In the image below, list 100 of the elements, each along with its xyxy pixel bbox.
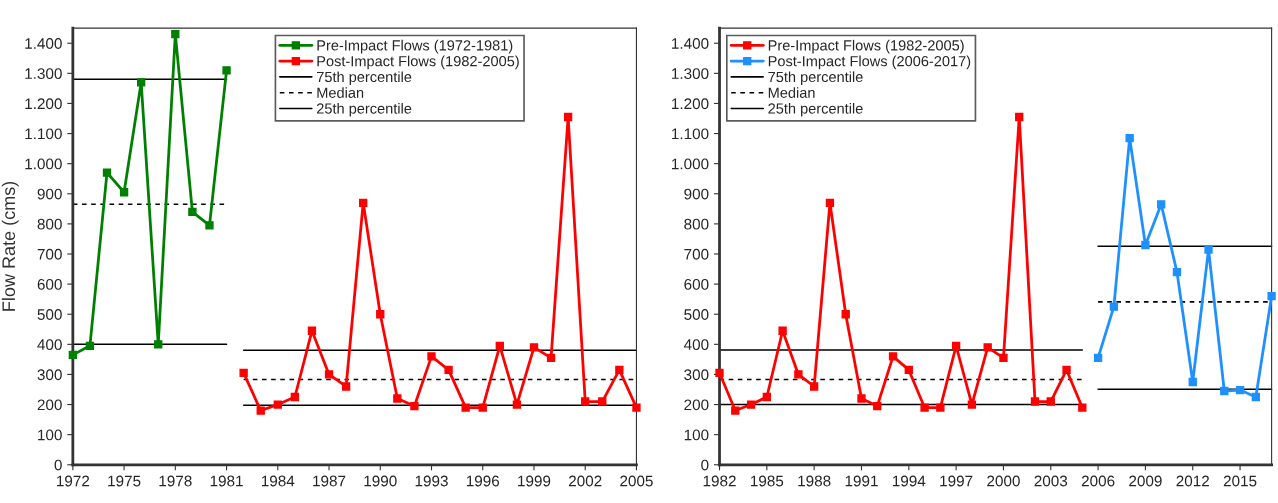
point [1030,397,1040,406]
point [1078,403,1087,412]
point [239,368,248,378]
point [598,397,607,406]
y-tick-label: 300 [684,369,709,381]
y-tick-label: 1.300 [25,68,62,80]
x-tick-label: 1993 [415,475,448,487]
y-tick-label: 200 [684,399,709,411]
point [68,350,78,360]
x-tick-label: 2006 [1081,475,1115,487]
point [222,66,231,75]
point [1046,397,1055,406]
y-tick-label: 1.100 [25,128,62,140]
y-tick-label: 600 [37,278,62,290]
point [778,326,787,335]
point [1204,245,1213,254]
point [809,382,819,391]
x-tick-label: 1978 [159,475,192,487]
point [762,392,772,402]
x-tick-label: 2000 [987,475,1020,487]
x-tick-label: 1991 [845,475,878,487]
point [546,353,556,363]
y-tick-label: 500 [37,309,62,320]
y-tick-label: 400 [37,339,62,351]
y-tick-label: 400 [683,339,709,351]
point [632,403,641,412]
point [841,310,850,319]
y-tick-label: 200 [37,399,62,411]
point [563,112,573,122]
point [512,400,522,409]
point [102,168,112,177]
point [1141,240,1150,250]
legend-label: 25th percentile [768,102,863,117]
point [983,343,992,352]
point [461,403,470,412]
point [171,30,180,39]
point [731,406,740,415]
x-tick-label: 1996 [466,475,500,487]
x-tick-label: 1984 [261,475,295,487]
point [444,365,453,375]
point [615,365,624,375]
x-tick-label: 1981 [210,475,243,487]
legend-label: Pre-Impact Flows (1982-2005) [768,39,964,54]
point [857,394,866,403]
x-tick-label: 1990 [364,475,397,487]
point [873,401,882,411]
point [307,326,317,335]
y-tick-label: 700 [684,248,709,260]
legend-label: Median [317,87,364,98]
point [746,400,756,409]
y-tick-label: 100 [684,429,709,441]
y-tick-label: 1.000 [672,158,709,170]
point [341,382,351,391]
y-tick-label: 500 [684,309,709,320]
y-tick-label: 1.400 [25,38,62,49]
legend-label: 25th percentile [316,102,412,117]
point [1093,353,1103,363]
x-tick-label: 1985 [751,475,784,487]
y-tick-label: 100 [38,429,62,441]
y-tick-label: 1.200 [672,98,709,110]
point [1267,291,1276,301]
point [85,341,95,351]
point [324,370,334,379]
legend-label: Median [768,87,815,98]
point [888,352,898,361]
point [410,401,419,411]
point [967,400,977,409]
x-tick-label: 1982 [703,475,736,487]
point [205,221,214,230]
y-tick-label: 600 [684,278,709,290]
point [1235,385,1245,395]
point [495,341,504,351]
x-tick-label: 2012 [1176,475,1209,487]
y-tick-label: 900 [37,188,62,200]
x-tick-label: 2003 [1034,475,1068,487]
y-tick-label: 800 [37,218,62,230]
point [1172,267,1182,277]
point [904,365,913,375]
x-tick-label: 2002 [568,475,602,487]
x-tick-label: 1999 [518,475,551,487]
y-axis-title: Flow Rate (cms) [1,181,19,311]
point [1109,302,1119,311]
point [359,198,368,207]
point [1251,392,1261,402]
point [119,188,129,197]
point [715,368,724,378]
x-tick-label: 1972 [57,475,90,487]
legend-label: Post-Impact Flows (2006-2017) [768,55,971,70]
y-tick-label: 1.400 [672,38,709,49]
point [136,78,146,87]
point [1157,200,1166,209]
x-tick-label: 2009 [1129,475,1162,487]
point [1220,386,1229,396]
x-tick-label: 2005 [620,475,653,487]
y-tick-label: 1.100 [672,128,709,140]
point [376,310,385,319]
point [529,343,539,352]
legend-label: 75th percentile [768,71,863,85]
point [1188,377,1197,387]
point [188,207,197,217]
